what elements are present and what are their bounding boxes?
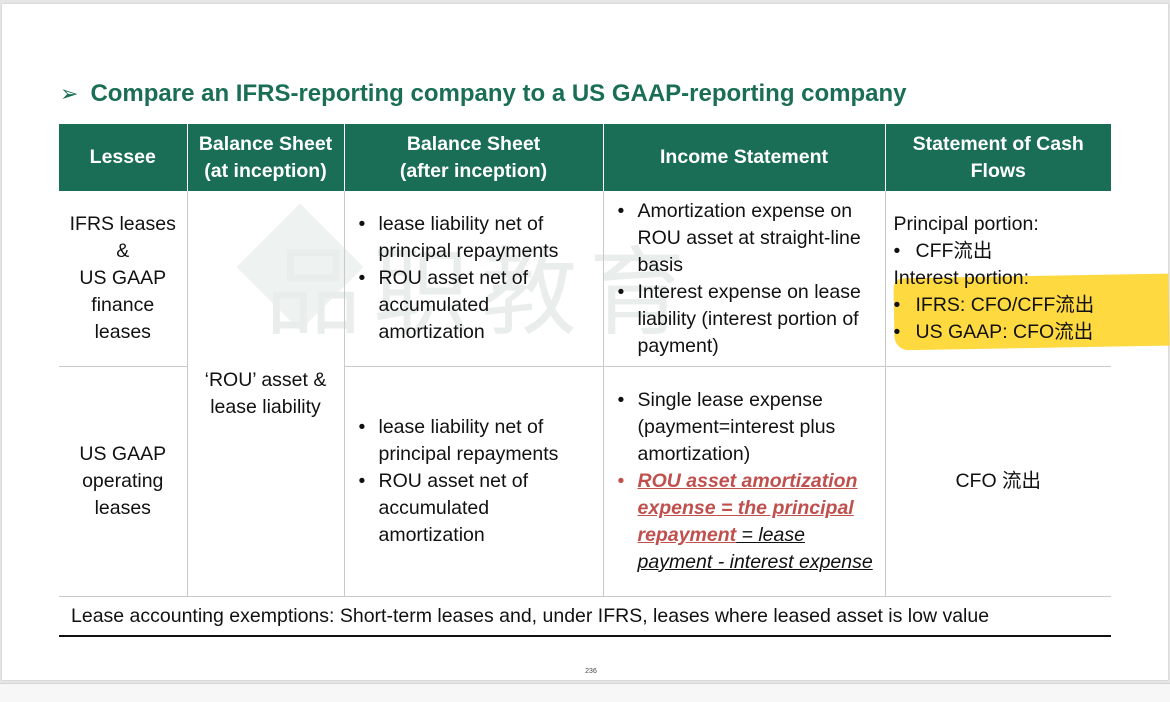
table-row-finance: IFRS leases & US GAAP finance leases ‘RO… [59, 191, 1170, 597]
bs-after-operating-cell: lease liability net of principal repayme… [344, 366, 604, 597]
list-item: Single lease expense (payment=interest p… [612, 387, 877, 468]
list-item: ROU asset net of accumulated amortizatio… [353, 265, 595, 346]
list-item: IFRS: CFO/CFF流出 [894, 292, 1104, 319]
lessee-operating-cell: US GAAP operating leases [59, 366, 188, 597]
cash-operating-cell: CFO 流出 [955, 470, 1042, 492]
bs-after-finance-cell: lease liability net of principal repayme… [344, 191, 604, 367]
header-lessee: Lessee [59, 124, 188, 191]
principal-label: Principal portion: [893, 213, 1039, 235]
header-cash-flows: Statement of Cash Flows [885, 124, 1111, 191]
page-number: 236 [585, 668, 597, 675]
next-slide-edge [0, 683, 1170, 702]
header-bs-after: Balance Sheet (after inception) [344, 124, 604, 191]
income-operating-cell: Single lease expense (payment=interest p… [603, 366, 886, 597]
list-item: US GAAP: CFO流出 [894, 319, 1104, 346]
list-item: Amortization expense on ROU asset at str… [612, 198, 877, 279]
income-finance-cell: Amortization expense on ROU asset at str… [603, 191, 886, 367]
list-item: Interest expense on lease liability (int… [612, 279, 877, 360]
header-bs-inception: Balance Sheet (at inception) [187, 124, 345, 191]
list-item: CFF流出 [894, 238, 1104, 265]
list-item: ROU asset amortization expense = the pri… [612, 468, 877, 576]
table-footer-row: Lease accounting exemptions: Short-term … [59, 596, 1111, 637]
header-income-statement: Income Statement [603, 124, 886, 191]
arrow-bullet-icon: ➢ [60, 81, 79, 106]
interest-label: Interest portion: [893, 267, 1030, 289]
table-row-operating: US GAAP operating leases lease liability… [59, 366, 1111, 597]
list-item: lease liability net of principal repayme… [353, 211, 595, 265]
slide-title-text: Compare an IFRS-reporting company to a U… [90, 80, 907, 107]
list-item: lease liability net of principal repayme… [353, 414, 595, 468]
cash-finance-cell: Principal portion: CFF流出 Interest portio… [885, 191, 1170, 367]
list-item: ROU asset net of accumulated amortizatio… [353, 468, 595, 549]
slide-title: ➢ Compare an IFRS-reporting company to a… [60, 78, 907, 110]
exemptions-note: Lease accounting exemptions: Short-term … [59, 596, 1111, 637]
bs-inception-cell: ‘ROU’ asset & lease liability [187, 191, 345, 597]
lessee-finance-cell: IFRS leases & US GAAP finance leases [59, 191, 188, 367]
comparison-table: Lessee Balance Sheet (at inception) Bala… [59, 124, 1170, 637]
table-header-row: Lessee Balance Sheet (at inception) Bala… [59, 124, 1111, 191]
